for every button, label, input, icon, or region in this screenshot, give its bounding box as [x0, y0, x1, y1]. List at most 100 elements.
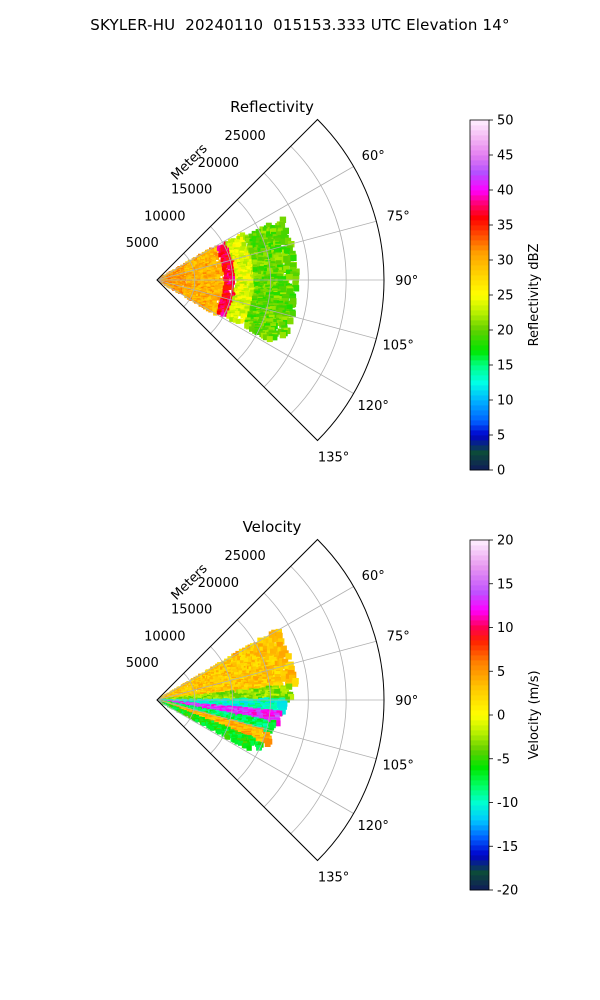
echo-cell	[180, 686, 184, 690]
echo-cell	[259, 733, 266, 740]
echo-cell	[286, 678, 293, 685]
echo-cell	[253, 644, 260, 651]
echo-cell	[222, 308, 227, 313]
echo-cell	[212, 302, 217, 307]
echo-cell	[243, 659, 249, 665]
echo-cell	[199, 297, 203, 302]
colorbar-segment	[470, 630, 489, 636]
echo-cell	[219, 712, 224, 717]
colorbar-segment	[470, 170, 489, 176]
echo-cell	[270, 257, 277, 264]
echo-cell	[287, 274, 294, 281]
echo-cell	[226, 314, 231, 319]
echo-cell	[233, 672, 239, 677]
colorbar-segment	[470, 615, 489, 621]
colorbar-segment	[470, 715, 489, 721]
echo-cell	[283, 265, 290, 272]
echo-cell	[245, 653, 251, 659]
echo-cell	[220, 661, 226, 667]
colorbar-segment	[470, 605, 489, 611]
echo-cell	[226, 659, 232, 665]
echo-cell	[217, 281, 222, 286]
colorbar-segment	[470, 465, 489, 471]
echo-cell	[268, 642, 275, 649]
echo-cell	[280, 645, 287, 652]
echo-cell	[263, 278, 270, 285]
echo-cell	[266, 336, 273, 343]
echo-cell	[221, 271, 226, 276]
colorbar-segment	[470, 190, 489, 196]
echo-cell	[202, 700, 207, 704]
echo-cell	[241, 730, 247, 736]
echo-cell	[232, 275, 237, 281]
echo-cell	[231, 674, 236, 679]
echo-cell	[268, 670, 275, 677]
colorbar-segment	[470, 650, 489, 656]
echo-cell	[181, 282, 185, 286]
echo-cell	[245, 237, 251, 244]
echo-cell	[241, 295, 246, 301]
colorbar-segment	[470, 665, 489, 671]
echo-cell	[279, 216, 287, 223]
echo-cell	[247, 273, 253, 279]
echo-cell	[287, 288, 294, 295]
echo-cell	[276, 641, 283, 649]
echo-cell	[215, 719, 220, 724]
colorbar-segment	[470, 400, 489, 406]
echo-cell	[208, 264, 213, 269]
colorbar-segment	[470, 590, 489, 596]
azimuth-tick-label: 75°	[387, 629, 410, 644]
azimuth-gridline-105	[156, 699, 377, 760]
azimuth-tick-label: 60°	[362, 569, 385, 584]
colorbar-segment	[470, 145, 489, 151]
colorbar-tick-label: -10	[497, 796, 518, 811]
echo-cell	[240, 232, 246, 238]
echo-cell	[269, 310, 276, 317]
echo-cell	[256, 745, 262, 751]
azimuth-tick-label: 120°	[358, 399, 389, 414]
echo-cell	[230, 264, 235, 270]
echo-cell	[292, 276, 299, 283]
echo-cell	[186, 712, 190, 717]
echo-cell	[224, 683, 229, 688]
echo-cell	[247, 304, 253, 310]
echo-cell	[254, 735, 260, 742]
echo-cell	[235, 239, 241, 245]
echo-cell	[249, 250, 256, 256]
echo-cell	[289, 674, 296, 682]
echo-cell	[235, 319, 241, 324]
echo-cell	[235, 244, 241, 250]
echo-cell	[234, 739, 240, 745]
echo-cell	[225, 735, 231, 740]
colorbar-segment	[470, 230, 489, 236]
echo-cell	[240, 258, 245, 264]
colorbar-segment	[470, 285, 489, 291]
echo-cell	[263, 252, 269, 259]
echo-cell	[233, 669, 238, 674]
echo-cell	[233, 674, 239, 680]
echo-cell	[209, 247, 214, 252]
range-tick-label: 5000	[126, 236, 159, 251]
echo-cell	[249, 326, 255, 332]
colorbar-tick-label: 15	[497, 577, 514, 592]
echo-cell	[273, 646, 280, 653]
echo-cell	[163, 702, 167, 706]
echo-cell	[190, 297, 194, 301]
echo-cell	[270, 317, 276, 324]
echo-cell	[285, 673, 292, 680]
colorbar-segment	[470, 565, 489, 571]
echo-cell	[216, 730, 222, 735]
echo-cell	[286, 304, 293, 311]
azimuth-tick-label: 90°	[395, 694, 418, 709]
echo-cell	[243, 743, 249, 749]
colorbar-tick-label: 30	[497, 254, 514, 269]
echo-cell	[223, 305, 228, 311]
echo-cell	[227, 253, 233, 259]
echo-cell	[198, 270, 202, 275]
echo-cell	[209, 701, 213, 705]
colorbar-tick-label: 45	[497, 149, 514, 164]
echo-cell	[216, 310, 222, 315]
echo-cell	[234, 311, 240, 316]
echo-cell	[241, 677, 247, 683]
echo-cell	[290, 254, 297, 261]
